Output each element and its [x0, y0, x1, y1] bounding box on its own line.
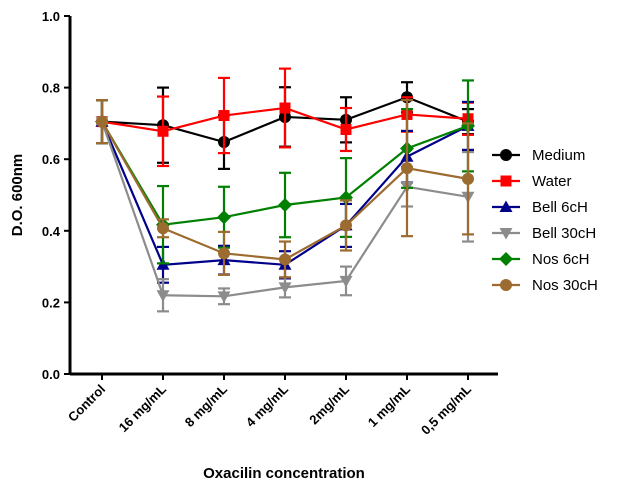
data-point	[401, 162, 413, 175]
data-point	[340, 123, 352, 135]
legend-label: Nos 6cH	[532, 251, 590, 268]
x-tick-label: 0,5 mg/mL	[418, 381, 474, 437]
data-point	[278, 282, 292, 294]
y-tick-label: 0.2	[42, 295, 60, 310]
legend-item: Water	[492, 173, 571, 190]
legend-marker	[500, 175, 512, 187]
data-point	[217, 291, 231, 303]
x-tick-label: Control	[65, 382, 108, 425]
data-point	[157, 222, 169, 235]
legend-label: Water	[532, 173, 571, 190]
legend-item: Nos 30cH	[492, 277, 598, 294]
y-axis-title: D.O. 600nm	[9, 154, 26, 237]
legend: Medium Water Bell 6cH Bell 30cH Nos 6cH Nos 3…	[492, 147, 598, 294]
legend-label: Bell 6cH	[532, 199, 588, 216]
legend-label: Medium	[532, 147, 585, 164]
legend-marker	[499, 228, 513, 240]
legend-marker	[500, 149, 512, 161]
legend-label: Bell 30cH	[532, 225, 596, 242]
x-tick-label: 2mg/mL	[306, 381, 352, 427]
legend-item: Bell 30cH	[492, 225, 596, 242]
y-tick-label: 0.8	[42, 81, 60, 96]
data-point	[156, 290, 170, 302]
legend-item: Nos 6cH	[492, 251, 590, 268]
data-point	[279, 102, 291, 114]
legend-marker	[499, 200, 513, 212]
data-point	[462, 172, 474, 185]
data-point	[217, 210, 231, 225]
x-tick-label: 16 mg/mL	[116, 381, 170, 435]
data-point	[279, 253, 291, 266]
legend-marker	[499, 252, 513, 266]
data-point	[218, 110, 230, 122]
x-tick-label: 1 mg/mL	[365, 381, 413, 429]
legend-item: Bell 6cH	[492, 199, 588, 216]
x-tick-label: 8 mg/mL	[182, 381, 230, 429]
data-point	[96, 115, 108, 128]
data-point	[218, 247, 230, 260]
x-axis-title: Oxacilin concentration	[203, 465, 365, 482]
data-point	[157, 125, 169, 137]
x-tick-label: 4 mg/mL	[243, 381, 291, 429]
series-nos-30ch	[96, 99, 474, 279]
data-point	[278, 198, 292, 213]
legend-marker	[500, 279, 512, 291]
y-tick-label: 0.0	[42, 367, 60, 382]
legend-label: Nos 30cH	[532, 277, 598, 294]
y-tick-label: 0.6	[42, 152, 60, 167]
y-tick-label: 1.0	[42, 9, 60, 24]
legend-item: Medium	[492, 147, 585, 164]
data-point	[339, 275, 353, 288]
y-tick-label: 0.4	[42, 224, 61, 239]
data-point	[340, 219, 352, 232]
